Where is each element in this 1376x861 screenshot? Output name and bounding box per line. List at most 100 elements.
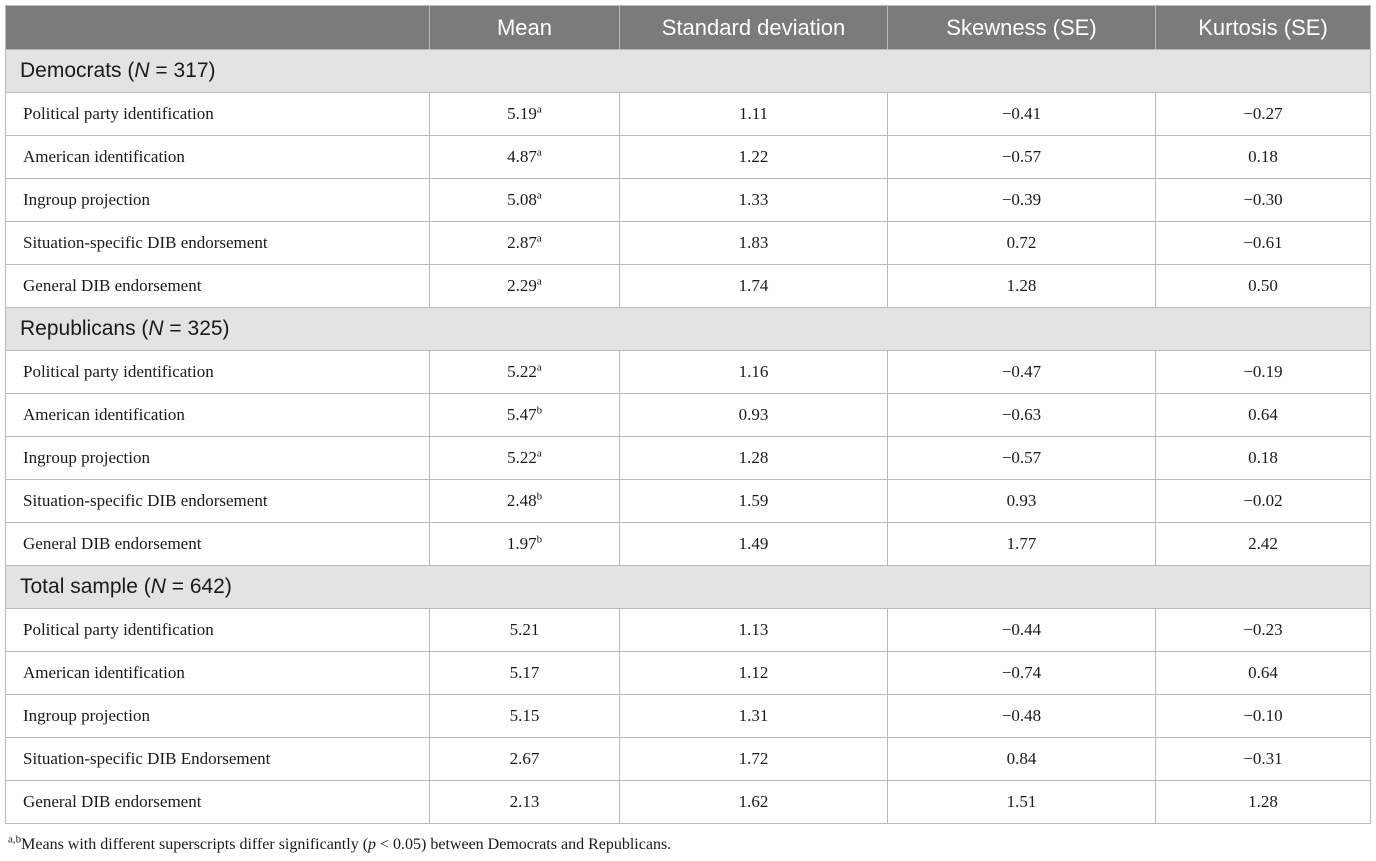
- group-n-label: N: [148, 317, 164, 340]
- table-row: American identification 4.87a 1.22 −0.57 0.1…: [5, 135, 1371, 179]
- mean-cell: 2.87a: [429, 221, 620, 265]
- table-row: General DIB endorsement 2.29a 1.74 1.28 0.50: [5, 264, 1371, 308]
- sd-cell: 1.72: [619, 737, 888, 781]
- footnote-superscript: a,b: [8, 833, 22, 846]
- kurtosis-cell: −0.27: [1155, 92, 1371, 136]
- row-label: Situation-specific DIB endorsement: [5, 221, 430, 265]
- sd-cell: 1.49: [619, 522, 888, 566]
- sd-cell: 1.16: [619, 350, 888, 394]
- table-row: Ingroup projection 5.08a 1.33 −0.39 −0.30: [5, 178, 1371, 222]
- row-label: Political party identification: [5, 608, 430, 652]
- mean-value: 5.19: [507, 104, 537, 123]
- skewness-cell: 0.84: [887, 737, 1156, 781]
- row-label: Situation-specific DIB Endorsement: [5, 737, 430, 781]
- table-row: Situation-specific DIB endorsement 2.48b 1…: [5, 479, 1371, 523]
- sd-cell: 1.12: [619, 651, 888, 695]
- mean-value: 2.67: [509, 749, 540, 768]
- row-label: American identification: [5, 135, 430, 179]
- footnote-text-before: Means with different superscripts differ…: [21, 836, 369, 853]
- skewness-cell: −0.47: [887, 350, 1156, 394]
- mean-value: 5.22: [507, 448, 537, 467]
- kurtosis-cell: −0.31: [1155, 737, 1371, 781]
- header-mean: Mean: [429, 5, 620, 50]
- mean-superscript: a: [536, 103, 542, 116]
- kurtosis-cell: 0.64: [1155, 393, 1371, 437]
- kurtosis-cell: 0.18: [1155, 135, 1371, 179]
- mean-value: 5.21: [509, 620, 540, 639]
- header-kurtosis: Kurtosis (SE): [1155, 5, 1371, 50]
- skewness-cell: 1.77: [887, 522, 1156, 566]
- group-name: Republicans (: [20, 317, 149, 340]
- mean-superscript: a: [536, 232, 542, 245]
- table-row: General DIB endorsement 1.97b 1.49 1.77 2.42: [5, 522, 1371, 566]
- group-n-value: = 642): [165, 575, 232, 598]
- table-row: Ingroup projection 5.15 1.31 −0.48 −0.10: [5, 694, 1371, 738]
- table-row: Political party identification 5.21 1.13 −0…: [5, 608, 1371, 652]
- group-row: Total sample (N = 642): [5, 565, 1371, 609]
- kurtosis-cell: 0.64: [1155, 651, 1371, 695]
- mean-superscript: b: [536, 533, 543, 546]
- kurtosis-cell: −0.19: [1155, 350, 1371, 394]
- mean-value: 2.13: [509, 792, 540, 811]
- kurtosis-cell: −0.30: [1155, 178, 1371, 222]
- row-label: General DIB endorsement: [5, 780, 430, 824]
- group-row: Republicans (N = 325): [5, 307, 1371, 351]
- mean-superscript: b: [536, 490, 543, 503]
- mean-cell: 1.97b: [429, 522, 620, 566]
- group-row: Democrats (N = 317): [5, 49, 1371, 93]
- skewness-cell: 1.28: [887, 264, 1156, 308]
- row-label: Political party identification: [5, 350, 430, 394]
- mean-cell: 5.47b: [429, 393, 620, 437]
- table-row: Situation-specific DIB Endorsement 2.67 1.…: [5, 737, 1371, 781]
- footnote-text-after: < 0.05) between Democrats and Republican…: [376, 836, 672, 853]
- mean-superscript: b: [536, 404, 543, 417]
- mean-value: 5.08: [507, 190, 537, 209]
- mean-cell: 2.29a: [429, 264, 620, 308]
- group-n-value: = 325): [163, 317, 230, 340]
- mean-value: 5.22: [507, 362, 537, 381]
- row-label: Political party identification: [5, 92, 430, 136]
- mean-value: 5.15: [509, 706, 540, 725]
- mean-superscript: a: [536, 447, 542, 460]
- sd-cell: 0.93: [619, 393, 888, 437]
- skewness-cell: 0.93: [887, 479, 1156, 523]
- skewness-cell: −0.48: [887, 694, 1156, 738]
- mean-cell: 5.19a: [429, 92, 620, 136]
- skewness-cell: −0.44: [887, 608, 1156, 652]
- mean-superscript: a: [536, 275, 542, 288]
- table-body: Democrats (N = 317) Political party ident…: [5, 49, 1371, 824]
- skewness-cell: 1.51: [887, 780, 1156, 824]
- group-header: Democrats (N = 317): [5, 49, 1371, 93]
- row-label: General DIB endorsement: [5, 264, 430, 308]
- mean-value: 4.87: [507, 147, 537, 166]
- mean-cell: 2.48b: [429, 479, 620, 523]
- row-label: Situation-specific DIB endorsement: [5, 479, 430, 523]
- group-n-label: N: [150, 575, 166, 598]
- skewness-cell: 0.72: [887, 221, 1156, 265]
- mean-cell: 2.13: [429, 780, 620, 824]
- mean-cell: 2.67: [429, 737, 620, 781]
- sd-cell: 1.62: [619, 780, 888, 824]
- mean-cell: 5.17: [429, 651, 620, 695]
- skewness-cell: −0.74: [887, 651, 1156, 695]
- sd-cell: 1.13: [619, 608, 888, 652]
- kurtosis-cell: −0.10: [1155, 694, 1371, 738]
- group-header: Total sample (N = 642): [5, 565, 1371, 609]
- kurtosis-cell: 2.42: [1155, 522, 1371, 566]
- kurtosis-cell: 0.18: [1155, 436, 1371, 480]
- skewness-cell: −0.57: [887, 436, 1156, 480]
- sd-cell: 1.31: [619, 694, 888, 738]
- row-label: American identification: [5, 393, 430, 437]
- mean-value: 1.97: [506, 534, 537, 553]
- kurtosis-cell: 1.28: [1155, 780, 1371, 824]
- skewness-cell: −0.41: [887, 92, 1156, 136]
- row-label: General DIB endorsement: [5, 522, 430, 566]
- footnote-p: p: [368, 836, 377, 853]
- kurtosis-cell: −0.61: [1155, 221, 1371, 265]
- mean-cell: 5.21: [429, 608, 620, 652]
- sd-cell: 1.59: [619, 479, 888, 523]
- mean-value: 2.48: [506, 491, 537, 510]
- table-row: Ingroup projection 5.22a 1.28 −0.57 0.18: [5, 436, 1371, 480]
- sd-cell: 1.74: [619, 264, 888, 308]
- mean-cell: 5.22a: [429, 436, 620, 480]
